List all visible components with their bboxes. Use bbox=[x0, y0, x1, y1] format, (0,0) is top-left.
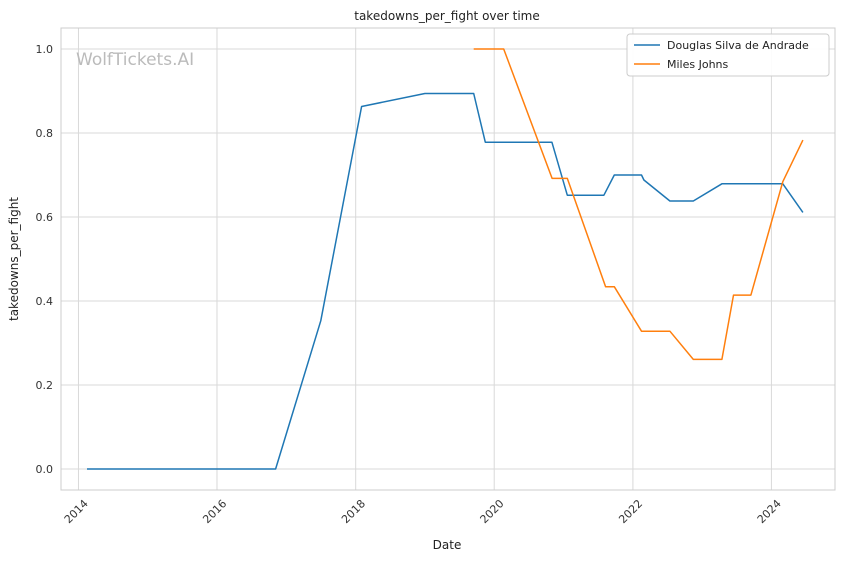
series-line-0 bbox=[87, 92, 804, 470]
legend: Douglas Silva de Andrade Miles Johns bbox=[626, 33, 830, 77]
y-tick-label-0.8: 0.8 bbox=[36, 127, 54, 140]
x-gridlines bbox=[77, 28, 772, 490]
y-tick-label-0.4: 0.4 bbox=[36, 295, 54, 308]
y-tick-labels: 0.0 0.2 0.4 0.6 0.8 1.0 bbox=[36, 43, 54, 476]
legend-label-miles: Miles Johns bbox=[667, 58, 729, 71]
y-tick-label-0.0: 0.0 bbox=[36, 463, 54, 476]
x-axis-label: Date bbox=[433, 538, 462, 552]
watermark: WolfTickets.AI bbox=[76, 50, 194, 70]
y-tick-label-0.6: 0.6 bbox=[36, 211, 54, 224]
series-lines bbox=[87, 48, 804, 470]
chart-title: takedowns_per_fight over time bbox=[354, 9, 540, 23]
legend-box bbox=[626, 33, 830, 77]
y-tick-label-0.2: 0.2 bbox=[36, 379, 54, 392]
y-tick-label-1.0: 1.0 bbox=[36, 43, 54, 56]
series-line-1 bbox=[473, 48, 804, 361]
legend-label-douglas: Douglas Silva de Andrade bbox=[667, 39, 809, 52]
y-axis-label: takedowns_per_fight bbox=[7, 197, 21, 321]
plot-frame bbox=[60, 27, 836, 491]
